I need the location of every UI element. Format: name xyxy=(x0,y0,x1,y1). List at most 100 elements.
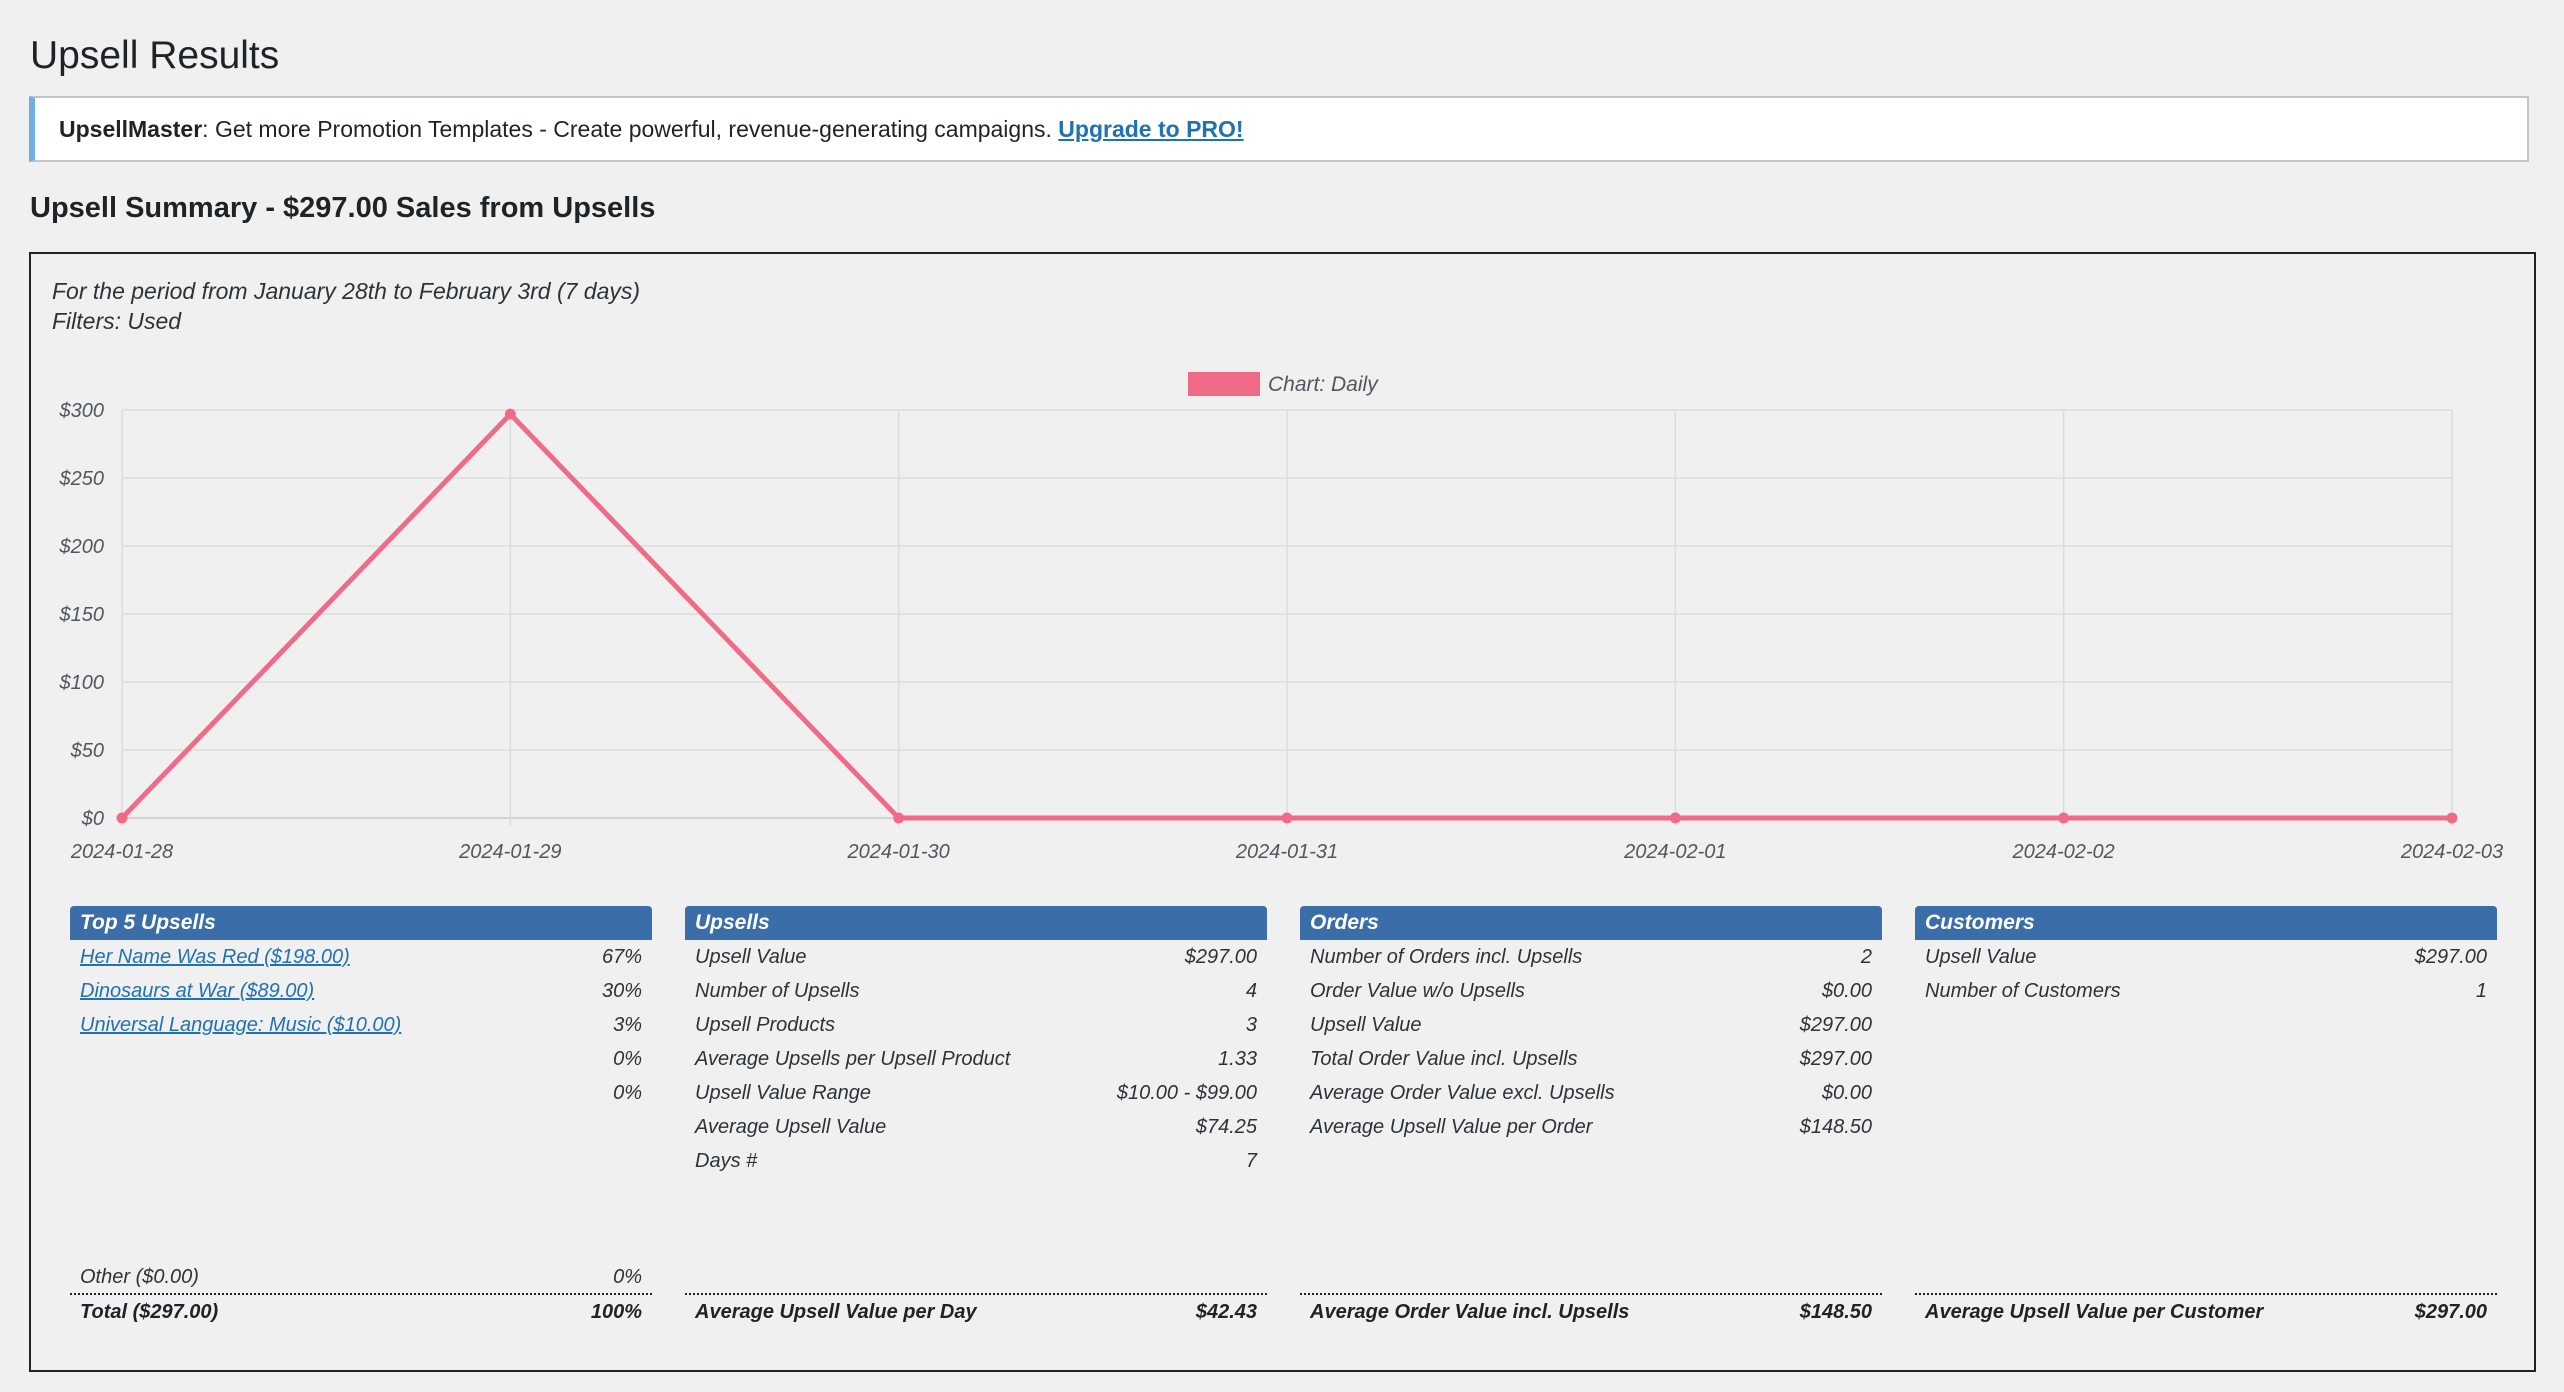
y-tick-label: $50 xyxy=(70,740,104,762)
orders-footer-label: Average Order Value incl. Upsells xyxy=(1310,1301,1630,1323)
top5-upsells-header: Top 5 Upsells xyxy=(70,906,652,940)
page-title: Upsell Results xyxy=(30,34,280,77)
other-label: Other ($0.00) xyxy=(80,1266,199,1288)
top-upsell-percent: 30% xyxy=(601,980,642,1002)
top-upsell-percent: 0% xyxy=(613,1048,642,1070)
customers-footer-value: $297.00 xyxy=(2414,1301,2487,1323)
upsells-stat-row: Upsell Products 3 xyxy=(685,1008,1267,1042)
stat-label: Average Upsell Value per Order xyxy=(1310,1116,1593,1138)
top5-upsells-card: Top 5 Upsells Her Name Was Red ($198.00)… xyxy=(70,906,652,1330)
x-tick-label: 2024-01-29 xyxy=(458,841,561,863)
customers-header: Customers xyxy=(1915,906,2497,940)
top-upsell-percent: 3% xyxy=(613,1014,642,1036)
other-value: 0% xyxy=(613,1266,642,1288)
customers-footer-row: Average Upsell Value per Customer $297.0… xyxy=(1915,1293,2497,1331)
data-point xyxy=(2446,812,2458,824)
stat-label: Number of Orders incl. Upsells xyxy=(1310,946,1583,968)
upsells-footer-value: $42.43 xyxy=(1195,1301,1257,1323)
stat-label: Upsell Value xyxy=(695,946,807,968)
orders-header: Orders xyxy=(1300,906,1882,940)
stat-value: $297.00 xyxy=(2414,946,2487,968)
stat-label: Upsell Value xyxy=(1310,1014,1422,1036)
stat-label: Total Order Value incl. Upsells xyxy=(1310,1048,1578,1070)
stat-label: Upsell Value xyxy=(1925,946,2037,968)
stat-value: 1 xyxy=(2475,980,2487,1002)
upsells-footer-row: Average Upsell Value per Day $42.43 xyxy=(685,1293,1267,1331)
top-upsell-product-link[interactable]: Her Name Was Red ($198.00) xyxy=(80,946,350,968)
stat-value: 7 xyxy=(1245,1150,1257,1172)
summary-title: Upsell Summary - $297.00 Sales from Upse… xyxy=(30,192,656,224)
stat-value: $0.00 xyxy=(1821,1082,1872,1104)
upsells-footer-label: Average Upsell Value per Day xyxy=(695,1301,977,1323)
stat-label: Average Upsells per Upsell Product xyxy=(695,1048,1011,1070)
orders-footer-row: Average Order Value incl. Upsells $148.5… xyxy=(1300,1293,1882,1331)
stat-value: $74.25 xyxy=(1195,1116,1257,1138)
total-label: Total ($297.00) xyxy=(80,1301,219,1323)
stat-label: Days # xyxy=(695,1150,758,1172)
stat-value: $297.00 xyxy=(1184,946,1257,968)
x-tick-label: 2024-02-03 xyxy=(2400,841,2503,863)
x-tick-label: 2024-02-01 xyxy=(1623,841,1726,863)
y-tick-label: $200 xyxy=(59,536,105,558)
period-info: For the period from January 28th to Febr… xyxy=(52,276,640,336)
y-tick-label: $150 xyxy=(59,604,105,626)
orders-stat-row: Average Upsell Value per Order $148.50 xyxy=(1300,1110,1882,1144)
customers-stat-row: Upsell Value $297.00 xyxy=(1915,940,2497,974)
stat-label: Upsell Products xyxy=(695,1014,836,1036)
top-upsell-row: 0% xyxy=(70,1042,652,1076)
orders-footer-value: $148.50 xyxy=(1799,1301,1872,1323)
summary-panel xyxy=(29,252,2536,1372)
y-tick-label: $300 xyxy=(59,400,105,422)
upsells-header: Upsells xyxy=(685,906,1267,940)
notice-text: : Get more Promotion Templates - Create … xyxy=(202,116,1059,142)
stat-value: 2 xyxy=(1860,946,1872,968)
top-upsell-product-link[interactable]: Universal Language: Music ($10.00) xyxy=(80,1014,402,1036)
legend-swatch xyxy=(1188,372,1260,396)
stat-label: Order Value w/o Upsells xyxy=(1310,980,1525,1002)
orders-stat-row: Upsell Value $297.00 xyxy=(1300,1008,1882,1042)
top-upsell-product-link[interactable]: Dinosaurs at War ($89.00) xyxy=(80,980,315,1002)
upsells-stat-row: Average Upsells per Upsell Product 1.33 xyxy=(685,1042,1267,1076)
y-tick-label: $100 xyxy=(59,672,105,694)
x-tick-label: 2024-01-30 xyxy=(847,841,950,863)
data-point xyxy=(504,408,516,420)
top-upsell-percent: 0% xyxy=(613,1082,642,1104)
data-point xyxy=(1281,812,1293,824)
stat-value: $297.00 xyxy=(1799,1014,1872,1036)
customers-footer-label: Average Upsell Value per Customer xyxy=(1925,1301,2264,1323)
orders-stat-row: Order Value w/o Upsells $0.00 xyxy=(1300,974,1882,1008)
legend-label: Chart: Daily xyxy=(1268,373,1379,396)
top5-other-row: Other ($0.00) 0% xyxy=(70,1260,652,1294)
stat-label: Average Order Value excl. Upsells xyxy=(1310,1082,1615,1104)
top-upsell-percent: 67% xyxy=(601,946,642,968)
upsells-card: Upsells Upsell Value $297.00 Number of Ups… xyxy=(685,906,1267,1330)
top-upsell-row: Dinosaurs at War ($89.00) 30% xyxy=(70,974,652,1008)
top-upsell-row: Her Name Was Red ($198.00) 67% xyxy=(70,940,652,974)
stat-label: Average Upsell Value xyxy=(695,1116,887,1138)
orders-stat-row: Average Order Value excl. Upsells $0.00 xyxy=(1300,1076,1882,1110)
stat-value: $148.50 xyxy=(1799,1116,1872,1138)
upgrade-pro-link[interactable]: Upgrade to PRO! xyxy=(1058,116,1244,142)
total-value: 100% xyxy=(590,1301,642,1323)
upsells-stat-row: Number of Upsells 4 xyxy=(685,974,1267,1008)
stat-label: Number of Customers xyxy=(1925,980,2121,1002)
stat-value: 1.33 xyxy=(1218,1048,1257,1070)
orders-stat-row: Number of Orders incl. Upsells 2 xyxy=(1300,940,1882,974)
customers-stat-row: Number of Customers 1 xyxy=(1915,974,2497,1008)
stat-value: $10.00 - $99.00 xyxy=(1116,1082,1257,1104)
upgrade-notice: UpsellMaster: Get more Promotion Templat… xyxy=(29,96,2529,162)
customers-card: Customers Upsell Value $297.00 Number of C… xyxy=(1915,906,2497,1330)
upsells-stat-row: Upsell Value Range $10.00 - $99.00 xyxy=(685,1076,1267,1110)
y-tick-label: $250 xyxy=(59,468,105,490)
orders-stat-row: Total Order Value incl. Upsells $297.00 xyxy=(1300,1042,1882,1076)
data-point xyxy=(2058,812,2070,824)
period-text: For the period from January 28th to Febr… xyxy=(52,278,641,304)
upsells-stat-row: Upsell Value $297.00 xyxy=(685,940,1267,974)
top-upsell-row: Universal Language: Music ($10.00) 3% xyxy=(70,1008,652,1042)
data-point xyxy=(893,812,905,824)
y-tick-label: $0 xyxy=(81,808,104,830)
top5-total-row: Total ($297.00) 100% xyxy=(70,1293,652,1331)
daily-line-chart: $0 $50 $100 $150 $200 $250 $300 2024-01-28 2024-… xyxy=(59,372,2503,863)
filters-text: Filters: Used xyxy=(52,308,182,334)
stat-value: 3 xyxy=(1245,1014,1257,1036)
